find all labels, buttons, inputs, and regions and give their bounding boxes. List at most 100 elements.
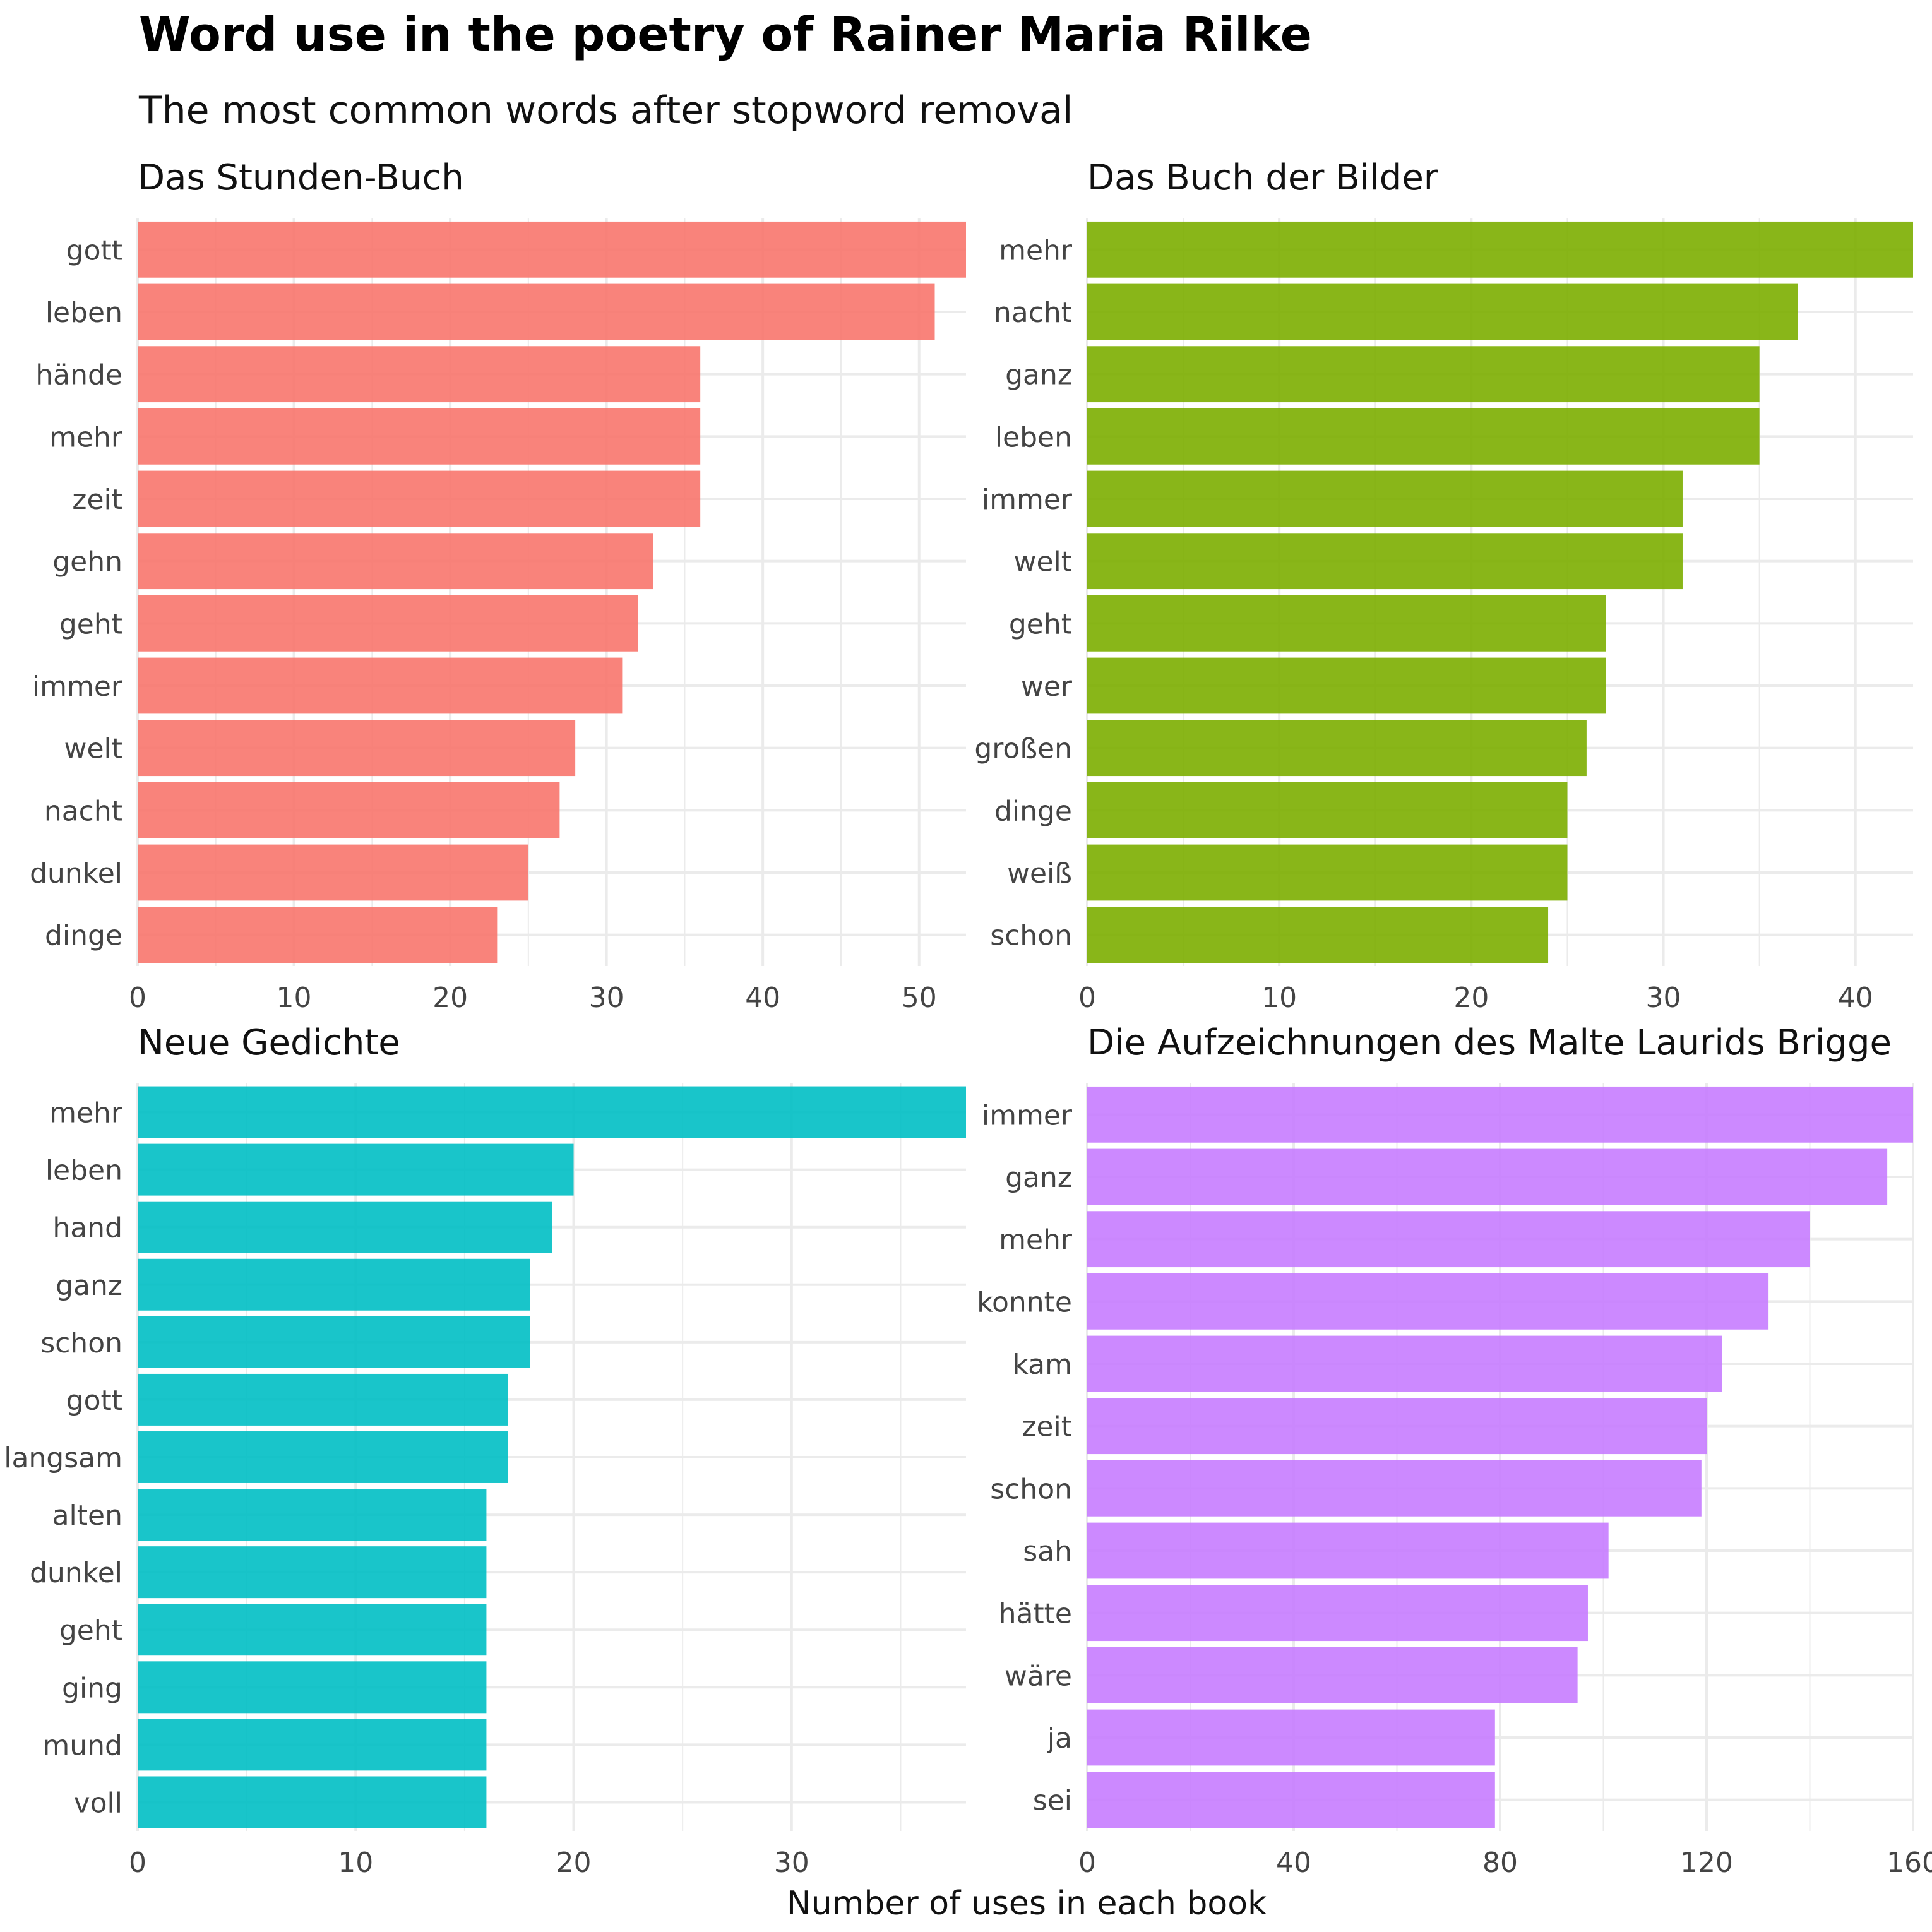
- bar: [1087, 720, 1587, 777]
- y-tick-label: mehr: [49, 421, 123, 453]
- bar: [138, 408, 701, 465]
- y-tick-label: weiß: [1007, 857, 1072, 890]
- bar: [1087, 1772, 1495, 1828]
- y-tick-label: leben: [45, 297, 122, 329]
- x-tick-label: 50: [902, 982, 937, 1014]
- y-tick-label: nacht: [44, 795, 122, 827]
- x-tick-label: 10: [1261, 982, 1297, 1014]
- x-tick-label: 0: [1078, 1847, 1096, 1879]
- facet-panel: Neue Gedichte mehr leben hand ganz schon gott l…: [4, 1022, 966, 1879]
- y-tick-label: gott: [66, 234, 122, 266]
- y-tick-label: ganz: [1005, 359, 1072, 391]
- panel-title: Das Stunden-Buch: [138, 157, 464, 198]
- bar: [1087, 1211, 1810, 1268]
- x-tick-label: 0: [1078, 982, 1096, 1014]
- x-tick-label: 30: [589, 982, 624, 1014]
- bar: [1087, 1709, 1495, 1766]
- bar: [138, 1086, 966, 1138]
- x-tick-label: 80: [1482, 1847, 1518, 1879]
- y-tick-label: schon: [40, 1327, 122, 1359]
- bar: [138, 844, 528, 901]
- y-tick-label: hätte: [999, 1598, 1072, 1630]
- y-tick-label: hände: [35, 359, 122, 391]
- y-tick-label: geht: [59, 1614, 122, 1647]
- bar: [138, 595, 638, 652]
- facet-panel: Das Stunden-Buch gott leben hände mehr zeit ge…: [30, 157, 966, 1014]
- bar: [1087, 657, 1606, 714]
- y-tick-label: dinge: [994, 795, 1072, 827]
- bar: [138, 346, 701, 403]
- y-tick-label: dunkel: [30, 857, 122, 890]
- chart-title: Word use in the poetry of Rainer Maria R…: [139, 8, 1312, 62]
- x-tick-label: 20: [556, 1847, 592, 1879]
- bar: [138, 1776, 487, 1828]
- bar: [1087, 1086, 1913, 1143]
- y-tick-label: mehr: [999, 234, 1073, 266]
- x-tick-label: 40: [745, 982, 780, 1014]
- panel-title: Das Buch der Bilder: [1087, 157, 1439, 198]
- y-tick-label: voll: [74, 1787, 122, 1819]
- y-tick-label: ganz: [1005, 1162, 1072, 1194]
- y-tick-label: dinge: [45, 920, 122, 952]
- x-tick-label: 30: [1646, 982, 1681, 1014]
- y-tick-label: schon: [990, 1473, 1072, 1505]
- x-axis-label: Number of uses in each book: [787, 1885, 1267, 1923]
- y-tick-label: dunkel: [30, 1557, 122, 1589]
- x-tick-label: 40: [1838, 982, 1873, 1014]
- y-tick-label: leben: [45, 1155, 122, 1187]
- bar: [1087, 283, 1798, 340]
- bar: [138, 720, 576, 777]
- y-tick-label: sah: [1023, 1535, 1072, 1568]
- bar: [1087, 533, 1683, 590]
- y-tick-label: wer: [1021, 671, 1073, 703]
- bar: [1087, 1585, 1588, 1642]
- bar: [1087, 1398, 1707, 1455]
- facet-panels: Das Stunden-Buch gott leben hände mehr zeit ge…: [4, 157, 1932, 1879]
- bar: [1087, 1273, 1769, 1330]
- y-tick-label: zeit: [1022, 1411, 1072, 1443]
- bar: [1087, 1460, 1702, 1517]
- y-tick-label: schon: [990, 920, 1072, 952]
- bar: [138, 283, 935, 340]
- y-tick-label: zeit: [72, 484, 122, 516]
- x-tick-label: 120: [1680, 1847, 1733, 1879]
- bar: [138, 221, 966, 278]
- y-tick-label: leben: [995, 421, 1072, 453]
- y-tick-label: mehr: [999, 1224, 1073, 1256]
- y-tick-label: ganz: [56, 1270, 122, 1302]
- y-tick-label: ja: [1047, 1722, 1072, 1755]
- bar: [1087, 1522, 1609, 1579]
- x-tick-label: 0: [129, 982, 146, 1014]
- y-tick-label: welt: [1013, 546, 1072, 578]
- bar: [138, 1489, 487, 1541]
- bar: [1087, 844, 1568, 901]
- y-tick-label: immer: [982, 1099, 1073, 1131]
- bar: [138, 1258, 530, 1311]
- bar: [138, 907, 498, 963]
- bar: [1087, 1148, 1888, 1205]
- bar: [138, 1373, 508, 1426]
- bar: [1087, 907, 1549, 963]
- y-tick-label: nacht: [994, 297, 1072, 329]
- bar: [138, 1661, 487, 1714]
- y-tick-label: ging: [62, 1672, 122, 1704]
- bar: [1087, 595, 1606, 652]
- y-tick-label: mund: [42, 1729, 122, 1762]
- bar: [138, 1201, 552, 1253]
- chart-subtitle: The most common words after stopword rem…: [138, 88, 1073, 133]
- y-tick-label: immer: [32, 671, 123, 703]
- bar: [138, 1316, 530, 1368]
- x-tick-label: 10: [277, 982, 312, 1014]
- bar: [138, 533, 653, 590]
- y-tick-label: mehr: [49, 1097, 123, 1130]
- y-tick-label: langsam: [4, 1442, 122, 1474]
- x-tick-label: 160: [1887, 1847, 1932, 1879]
- y-tick-label: geht: [59, 608, 122, 640]
- bar: [138, 1719, 487, 1771]
- bar: [1087, 782, 1568, 838]
- y-tick-label: immer: [982, 484, 1073, 516]
- y-tick-label: geht: [1009, 608, 1072, 640]
- bar: [1087, 346, 1760, 403]
- y-tick-label: kam: [1012, 1349, 1072, 1381]
